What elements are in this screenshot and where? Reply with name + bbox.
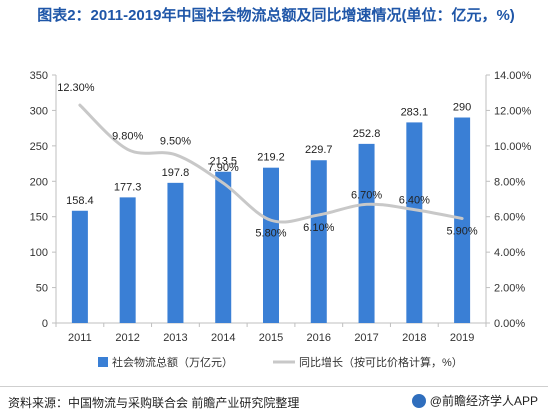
growth-line — [78, 103, 464, 224]
bar — [215, 171, 232, 323]
legend-bar-label: 社会物流总额（万亿元） — [112, 355, 233, 369]
y-right-tick-label: 0.00% — [494, 318, 525, 330]
bar — [167, 182, 184, 323]
brand-logo-icon — [411, 393, 426, 408]
chart-title: 图表2：2011-2019年中国社会物流总额及同比增速情况(单位：亿元，%) — [37, 7, 515, 24]
line-value-label: 5.80% — [255, 227, 286, 239]
y-left-tick-label: 100 — [30, 247, 48, 259]
x-tick-label: 2017 — [354, 332, 378, 344]
line-value-label: 6.40% — [399, 195, 430, 207]
axes: 0 50 100 150 200 250 300 350 0.00% 2.00% 4.00% 6.00… — [30, 70, 532, 344]
line-value-label: 5.90% — [447, 225, 478, 237]
bar-value-label: 213.5 — [209, 156, 237, 168]
bar — [119, 197, 136, 323]
y-left-tick-label: 300 — [30, 105, 48, 117]
x-tick-label: 2016 — [307, 332, 331, 344]
bar-value-label: 252.8 — [353, 128, 381, 140]
x-tick-label: 2019 — [450, 332, 474, 344]
y-left-tick-label: 0 — [42, 318, 48, 330]
source-text: 资料来源：中国物流与采购联合会 前瞻产业研究院整理 — [8, 396, 300, 410]
bar-value-label: 290 — [453, 102, 471, 114]
bar-value-label: 283.1 — [401, 106, 429, 118]
x-tick-label: 2011 — [68, 332, 92, 344]
line-value-label: 12.30% — [57, 82, 95, 94]
footer: 资料来源：中国物流与采购联合会 前瞻产业研究院整理 @前瞻经济学人APP — [0, 386, 548, 419]
brand-text: @前瞻经济学人APP — [429, 394, 538, 408]
y-right-tick-label: 6.00% — [494, 212, 525, 224]
brand: @前瞻经济学人APP — [411, 392, 538, 409]
y-left-tick-label: 350 — [30, 70, 48, 82]
chart-canvas: 0 50 100 150 200 250 300 350 0.00% 2.00% 4.00% 6.00… — [30, 70, 532, 369]
bar-value-label: 229.7 — [305, 144, 333, 156]
y-left-tick-label: 200 — [30, 176, 48, 188]
y-right-tick-label: 8.00% — [494, 176, 525, 188]
line-series — [78, 103, 464, 224]
bar — [358, 143, 375, 323]
y-left-tick-label: 50 — [36, 283, 48, 295]
y-left-tick-label: 150 — [30, 212, 48, 224]
legend: 社会物流总额（万亿元） 同比增长（按可比价格计算，%） — [98, 355, 463, 369]
y-right-tick-label: 10.00% — [494, 141, 532, 153]
x-tick-label: 2013 — [163, 332, 187, 344]
line-value-label: 9.80% — [112, 130, 143, 142]
bar — [454, 117, 471, 323]
line-value-label: 6.70% — [351, 189, 382, 201]
y-right-tick-label: 4.00% — [494, 247, 525, 259]
x-tick-label: 2012 — [115, 332, 139, 344]
x-tick-label: 2015 — [259, 332, 283, 344]
bar-value-label: 197.8 — [162, 167, 190, 179]
bar — [406, 122, 423, 323]
line-value-label: 9.50% — [160, 136, 191, 148]
y-right-tick-label: 14.00% — [494, 70, 532, 82]
bar-series — [71, 117, 471, 323]
legend-line-label: 同比增长（按可比价格计算，%） — [299, 355, 463, 369]
bar — [310, 160, 327, 323]
y-right-tick-label: 12.00% — [494, 105, 532, 117]
line-value-label: 6.10% — [303, 222, 334, 234]
bar-value-label: 158.4 — [66, 195, 94, 207]
bar — [71, 210, 88, 323]
y-left-tick-label: 250 — [30, 141, 48, 153]
data-labels: 158.4 177.3 197.8 213.5 219.2 229.7 252.8 283.1… — [57, 82, 478, 239]
y-right-tick-label: 2.00% — [494, 283, 525, 295]
bar-value-label: 219.2 — [257, 152, 285, 164]
x-tick-label: 2014 — [211, 332, 235, 344]
line-value-label: 7.90% — [208, 162, 239, 174]
legend-bar-swatch — [98, 357, 108, 367]
bar-value-label: 177.3 — [114, 181, 142, 193]
bar — [263, 167, 279, 323]
x-tick-label: 2018 — [402, 332, 426, 344]
